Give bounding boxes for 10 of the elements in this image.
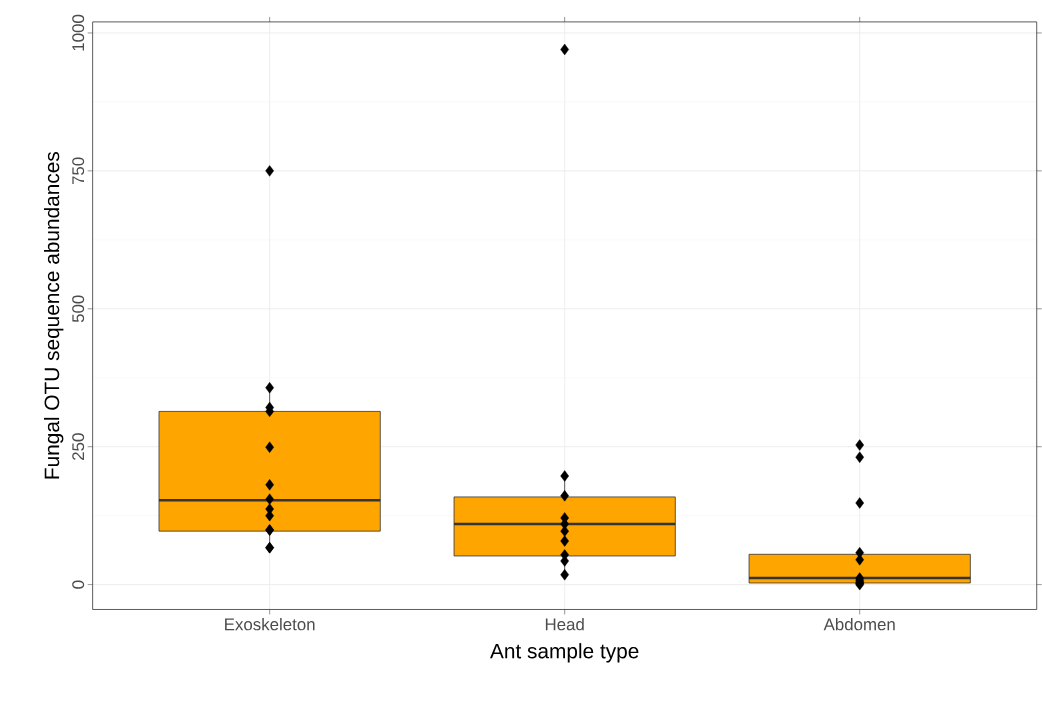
y-axis-title: Fungal OTU sequence abundances <box>43 152 64 479</box>
y-tick-label: 250 <box>72 433 85 460</box>
y-tick-label: 750 <box>72 157 85 185</box>
y-tick-label: 0 <box>72 580 85 589</box>
y-tick-label: 1000 <box>72 14 85 51</box>
x-tick-label: Exoskeleton <box>225 617 315 631</box>
y-tick-label: 500 <box>72 295 85 323</box>
x-tick-label: Abdomen <box>823 617 895 631</box>
x-axis-title: Ant sample type <box>490 643 639 663</box>
x-tick-label: Head <box>545 617 584 631</box>
